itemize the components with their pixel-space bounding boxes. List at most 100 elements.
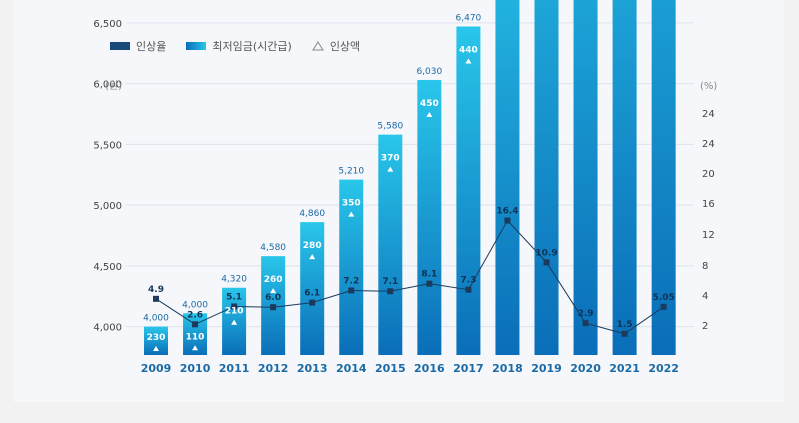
y2-tick-label: 8	[702, 261, 708, 272]
rate-value-label: 2.9	[578, 309, 594, 319]
triangle-icon	[387, 166, 394, 172]
x-tick-label: 2011	[219, 362, 250, 375]
y2-tick-label: 16	[702, 199, 715, 210]
rate-marker	[582, 320, 589, 327]
chart-panel: 인상율 최저임금(시간급) 인상액 8,0007,5007,0006,5006,…	[14, 0, 784, 402]
triangle-icon	[309, 254, 316, 260]
rate-value-label: 2.6	[187, 310, 203, 320]
triangle-outline-icon	[311, 41, 324, 51]
bar	[534, 0, 559, 356]
increase-amount-label: 370	[381, 154, 400, 164]
y2-tick-label: 2	[702, 321, 708, 332]
increase-amount-label: 110	[186, 332, 205, 342]
rate-marker	[153, 295, 159, 302]
y-tick-label: 4,000	[93, 323, 122, 334]
bar-value-label: 4,000	[143, 314, 169, 324]
rate-value-label: 6.0	[265, 293, 281, 303]
rate-value-label: 1.5	[617, 320, 633, 330]
y-tick-label: 4,500	[93, 262, 122, 273]
legend-item-rate: 인상율	[110, 38, 166, 54]
y-tick-label: 5,500	[93, 140, 122, 151]
bar	[612, 0, 637, 355]
rate-marker	[543, 259, 550, 266]
legend-swatch-wage	[186, 42, 207, 50]
bar-value-label: 6,030	[416, 67, 442, 77]
legend-swatch-rate	[110, 42, 130, 50]
x-tick-label: 2012	[258, 362, 289, 375]
triangle-icon	[192, 345, 199, 351]
y2-tick-label: 12	[702, 230, 715, 241]
x-tick-label: 2020	[570, 362, 601, 375]
bar	[573, 0, 598, 355]
y2-tick-label: 24	[702, 139, 715, 150]
x-tick-label: 2017	[453, 362, 484, 375]
increase-amount-label: 450	[420, 99, 439, 109]
bar	[300, 222, 325, 355]
triangle-icon	[426, 111, 433, 117]
bar-value-label: 4,580	[260, 243, 286, 253]
bar	[456, 26, 481, 356]
legend: 인상율 최저임금(시간급) 인상액	[110, 38, 360, 54]
x-tick-label: 2010	[180, 362, 211, 375]
x-tick-label: 2013	[297, 362, 328, 375]
y-tick-label: 6,000	[93, 80, 122, 91]
increase-amount-label: 230	[147, 333, 166, 343]
rate-marker	[465, 286, 472, 293]
triangle-icon	[153, 346, 159, 351]
legend-label-wage: 최저임금(시간급)	[212, 40, 292, 53]
increase-amount-label: 260	[264, 275, 283, 285]
rate-marker	[426, 280, 433, 287]
legend-label-amount: 인상액	[329, 40, 361, 53]
rate-value-label: 4.9	[148, 285, 164, 295]
rate-line	[155, 219, 664, 335]
legend-item-wage: 최저임금(시간급)	[186, 38, 292, 54]
bar	[495, 0, 520, 355]
rate-marker	[621, 330, 628, 337]
triangle-icon	[348, 211, 355, 217]
bar-value-label: 5,210	[338, 167, 364, 177]
rate-value-label: 8.1	[421, 270, 437, 280]
rate-value-label: 6.1	[304, 289, 320, 299]
rate-marker	[387, 288, 394, 295]
rate-marker	[192, 321, 199, 328]
y2-tick-label: 4	[702, 291, 708, 302]
y-tick-label: 6,500	[93, 19, 122, 30]
rate-marker	[504, 217, 511, 224]
y-tick-label: 5,000	[93, 201, 122, 212]
rate-marker	[270, 304, 277, 311]
rate-value-label: 7.1	[382, 277, 398, 287]
legend-label-rate: 인상율	[136, 40, 167, 53]
bar-value-label: 6,470	[456, 14, 482, 24]
increase-amount-label: 280	[303, 241, 322, 251]
x-tick-label: 2018	[492, 362, 523, 375]
increase-amount-label: 210	[225, 307, 244, 317]
x-tick-label: 2019	[531, 362, 562, 375]
y2-axis-unit: (%)	[700, 81, 717, 92]
triangle-icon	[465, 58, 472, 64]
rate-value-label: 7.2	[343, 276, 359, 286]
rate-marker	[660, 303, 667, 310]
triangle-icon	[270, 288, 277, 294]
rate-marker	[231, 303, 238, 310]
increase-amount-label: 350	[342, 199, 361, 209]
legend-item-amount: 인상액	[311, 38, 361, 54]
x-tick-label: 2009	[141, 362, 172, 375]
x-tick-label: 2022	[648, 362, 679, 375]
x-tick-label: 2015	[375, 362, 406, 375]
rate-value-label: 5.05	[653, 293, 675, 303]
bar-value-label: 4,000	[182, 300, 208, 310]
bar	[417, 79, 442, 355]
y-axis-unit: (원)	[105, 80, 122, 92]
x-tick-label: 2014	[336, 362, 367, 375]
y2-tick-label: 20	[702, 169, 715, 180]
rate-value-label: 5.1	[226, 292, 242, 302]
triangle-icon	[231, 319, 238, 325]
x-tick-label: 2021	[609, 362, 640, 375]
increase-amount-label: 440	[459, 46, 478, 56]
x-tick-label: 2016	[414, 362, 445, 375]
bar-value-label: 4,320	[221, 275, 247, 285]
rate-value-label: 10.9	[535, 248, 557, 258]
rate-marker	[348, 287, 355, 294]
y2-tick-label: 24	[702, 109, 715, 120]
rate-value-label: 16.4	[496, 207, 518, 217]
